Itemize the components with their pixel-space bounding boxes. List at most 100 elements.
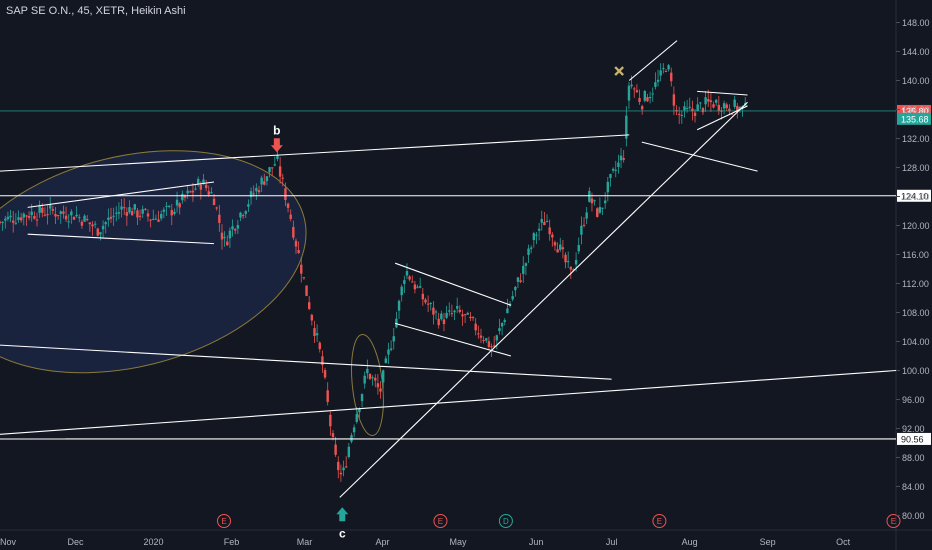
candle-body — [736, 106, 739, 113]
candle-body — [463, 314, 467, 316]
candle-body — [685, 107, 689, 109]
candle-body — [249, 191, 253, 198]
candle-body — [606, 181, 610, 193]
candle-body — [117, 212, 121, 214]
candle-body — [144, 208, 147, 210]
candle-body — [152, 218, 155, 220]
candle-body — [226, 241, 229, 246]
candle-body — [487, 341, 491, 347]
candle-body — [429, 303, 432, 305]
candle-body — [204, 184, 208, 189]
price-tick-label: 80.00 — [902, 511, 925, 521]
price-axis[interactable]: 80.00 84.00 88.00 92.00 96.00 100.00 104.00 108… — [896, 18, 930, 521]
candle-body — [701, 108, 705, 113]
candle-body — [448, 310, 451, 312]
candle-body — [342, 467, 345, 471]
candle-body — [688, 106, 691, 108]
candle-body — [680, 115, 684, 117]
candle-body — [405, 271, 409, 276]
candle-body — [648, 96, 652, 99]
price-tick-label: 144.00 — [902, 47, 930, 57]
candle-body — [27, 216, 31, 218]
candle-body — [643, 90, 647, 101]
candle-body — [104, 222, 107, 225]
price-tick-label: 132.00 — [902, 134, 930, 144]
candle-body — [389, 348, 393, 350]
candle-body — [35, 219, 39, 221]
price-tick-label: 120.00 — [902, 221, 930, 231]
candle-body — [231, 226, 234, 230]
candle-body — [30, 211, 33, 216]
candle-body — [80, 221, 84, 226]
candle-body — [278, 166, 282, 177]
candle-body — [294, 240, 298, 247]
candle-body — [173, 211, 176, 214]
candle-body — [535, 234, 538, 236]
candle-body — [302, 277, 306, 279]
candle-body — [707, 99, 710, 102]
candle-body — [210, 192, 213, 194]
candle-body — [154, 218, 158, 220]
candle-body — [146, 213, 150, 217]
candle-body — [136, 210, 139, 218]
candle-body — [300, 264, 303, 274]
candle-body — [633, 88, 636, 90]
candle-body — [619, 155, 623, 161]
candle-body — [683, 106, 686, 111]
candle-body — [677, 113, 681, 115]
trendline — [641, 141, 758, 172]
time-tick-label: Nov — [0, 537, 16, 547]
candle-body — [64, 215, 68, 220]
trendline — [697, 90, 748, 96]
wave-label-b: b — [273, 123, 280, 137]
price-tick-label: 136.00 — [902, 105, 930, 115]
candle-body — [381, 370, 385, 383]
candle-body — [96, 228, 99, 236]
candle-body — [313, 328, 316, 337]
candle-body — [519, 280, 522, 282]
candle-body — [585, 212, 588, 219]
candle-body — [485, 338, 488, 341]
candle-body — [101, 225, 105, 230]
candle-body — [109, 216, 113, 219]
candle-body — [432, 307, 435, 315]
candle-body — [471, 317, 475, 319]
time-axis[interactable]: Nov Dec 2020 Feb Mar Apr May Jun Jul Aug Sep Oct — [0, 537, 851, 547]
candle-body — [511, 296, 514, 300]
candle-body — [503, 320, 506, 323]
candle-body — [469, 316, 472, 318]
candle-body — [551, 234, 554, 238]
candle-body — [189, 191, 192, 193]
candle-body — [379, 388, 382, 392]
candle-body — [654, 82, 657, 87]
candle-body — [617, 162, 620, 167]
candle-body — [56, 214, 60, 217]
event-label: E — [891, 517, 896, 526]
price-tick-label: 100.00 — [902, 366, 930, 376]
candle-body — [252, 193, 255, 195]
candle-body — [627, 85, 631, 101]
candle-body — [339, 472, 343, 475]
candle-body — [672, 94, 676, 106]
candle-body — [286, 203, 290, 208]
candle-body — [194, 188, 197, 190]
event-marker — [217, 514, 231, 528]
candle-body — [516, 277, 520, 282]
candle-body — [611, 168, 615, 171]
candle-body — [442, 319, 446, 325]
candle-body — [247, 204, 250, 207]
candle-body — [157, 219, 160, 222]
candle-body — [19, 217, 23, 221]
x-mark-icon — [614, 66, 624, 76]
candle-body — [257, 190, 261, 193]
candle-body — [178, 203, 181, 208]
event-marker — [652, 514, 667, 528]
candle-body — [524, 263, 528, 266]
candle-body — [125, 212, 129, 216]
candle-body — [162, 209, 166, 212]
candle-body — [244, 211, 247, 214]
candle-body — [305, 285, 308, 296]
candle-body — [392, 336, 395, 342]
trendline — [394, 322, 512, 357]
